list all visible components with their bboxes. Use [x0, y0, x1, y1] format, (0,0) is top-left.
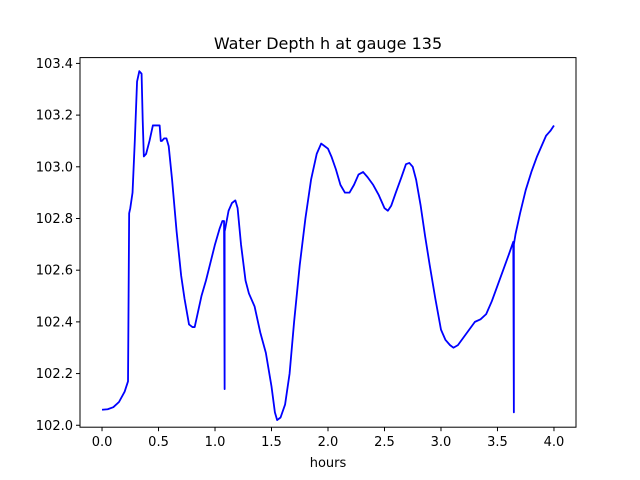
x-tick-label: 0.0 — [92, 435, 113, 450]
y-axis: 102.0 102.2 102.4 102.6 102.8 103.0 103.2 103.4 — [36, 57, 80, 434]
x-tick-label: 4.0 — [544, 435, 565, 450]
y-tick-label: 103.2 — [36, 109, 73, 124]
x-tick-label: 2.0 — [318, 435, 339, 450]
x-axis: 0.0 0.5 1.0 1.5 2.0 2.5 3.0 3.5 4.0 — [92, 427, 565, 450]
x-tick-label: 2.5 — [374, 435, 395, 450]
y-tick-label: 102.2 — [36, 367, 73, 382]
x-tick-label: 1.5 — [261, 435, 282, 450]
plot-frame — [79, 57, 577, 428]
y-tick-label: 102.0 — [36, 419, 73, 434]
x-tick-label: 3.0 — [431, 435, 452, 450]
x-axis-label: hours — [310, 456, 347, 471]
x-tick-label: 1.0 — [205, 435, 226, 450]
plot-area — [101, 70, 555, 421]
y-tick-label: 102.8 — [36, 212, 73, 227]
y-tick-label: 102.6 — [36, 264, 73, 279]
y-tick-label: 103.4 — [36, 57, 73, 72]
x-tick-label: 3.5 — [487, 435, 508, 450]
x-tick-label: 0.5 — [148, 435, 169, 450]
chart-title: Water Depth h at gauge 135 — [214, 34, 442, 53]
series-line-0 — [101, 70, 555, 421]
y-tick-label: 103.0 — [36, 160, 73, 175]
y-tick-label: 102.4 — [36, 315, 73, 330]
